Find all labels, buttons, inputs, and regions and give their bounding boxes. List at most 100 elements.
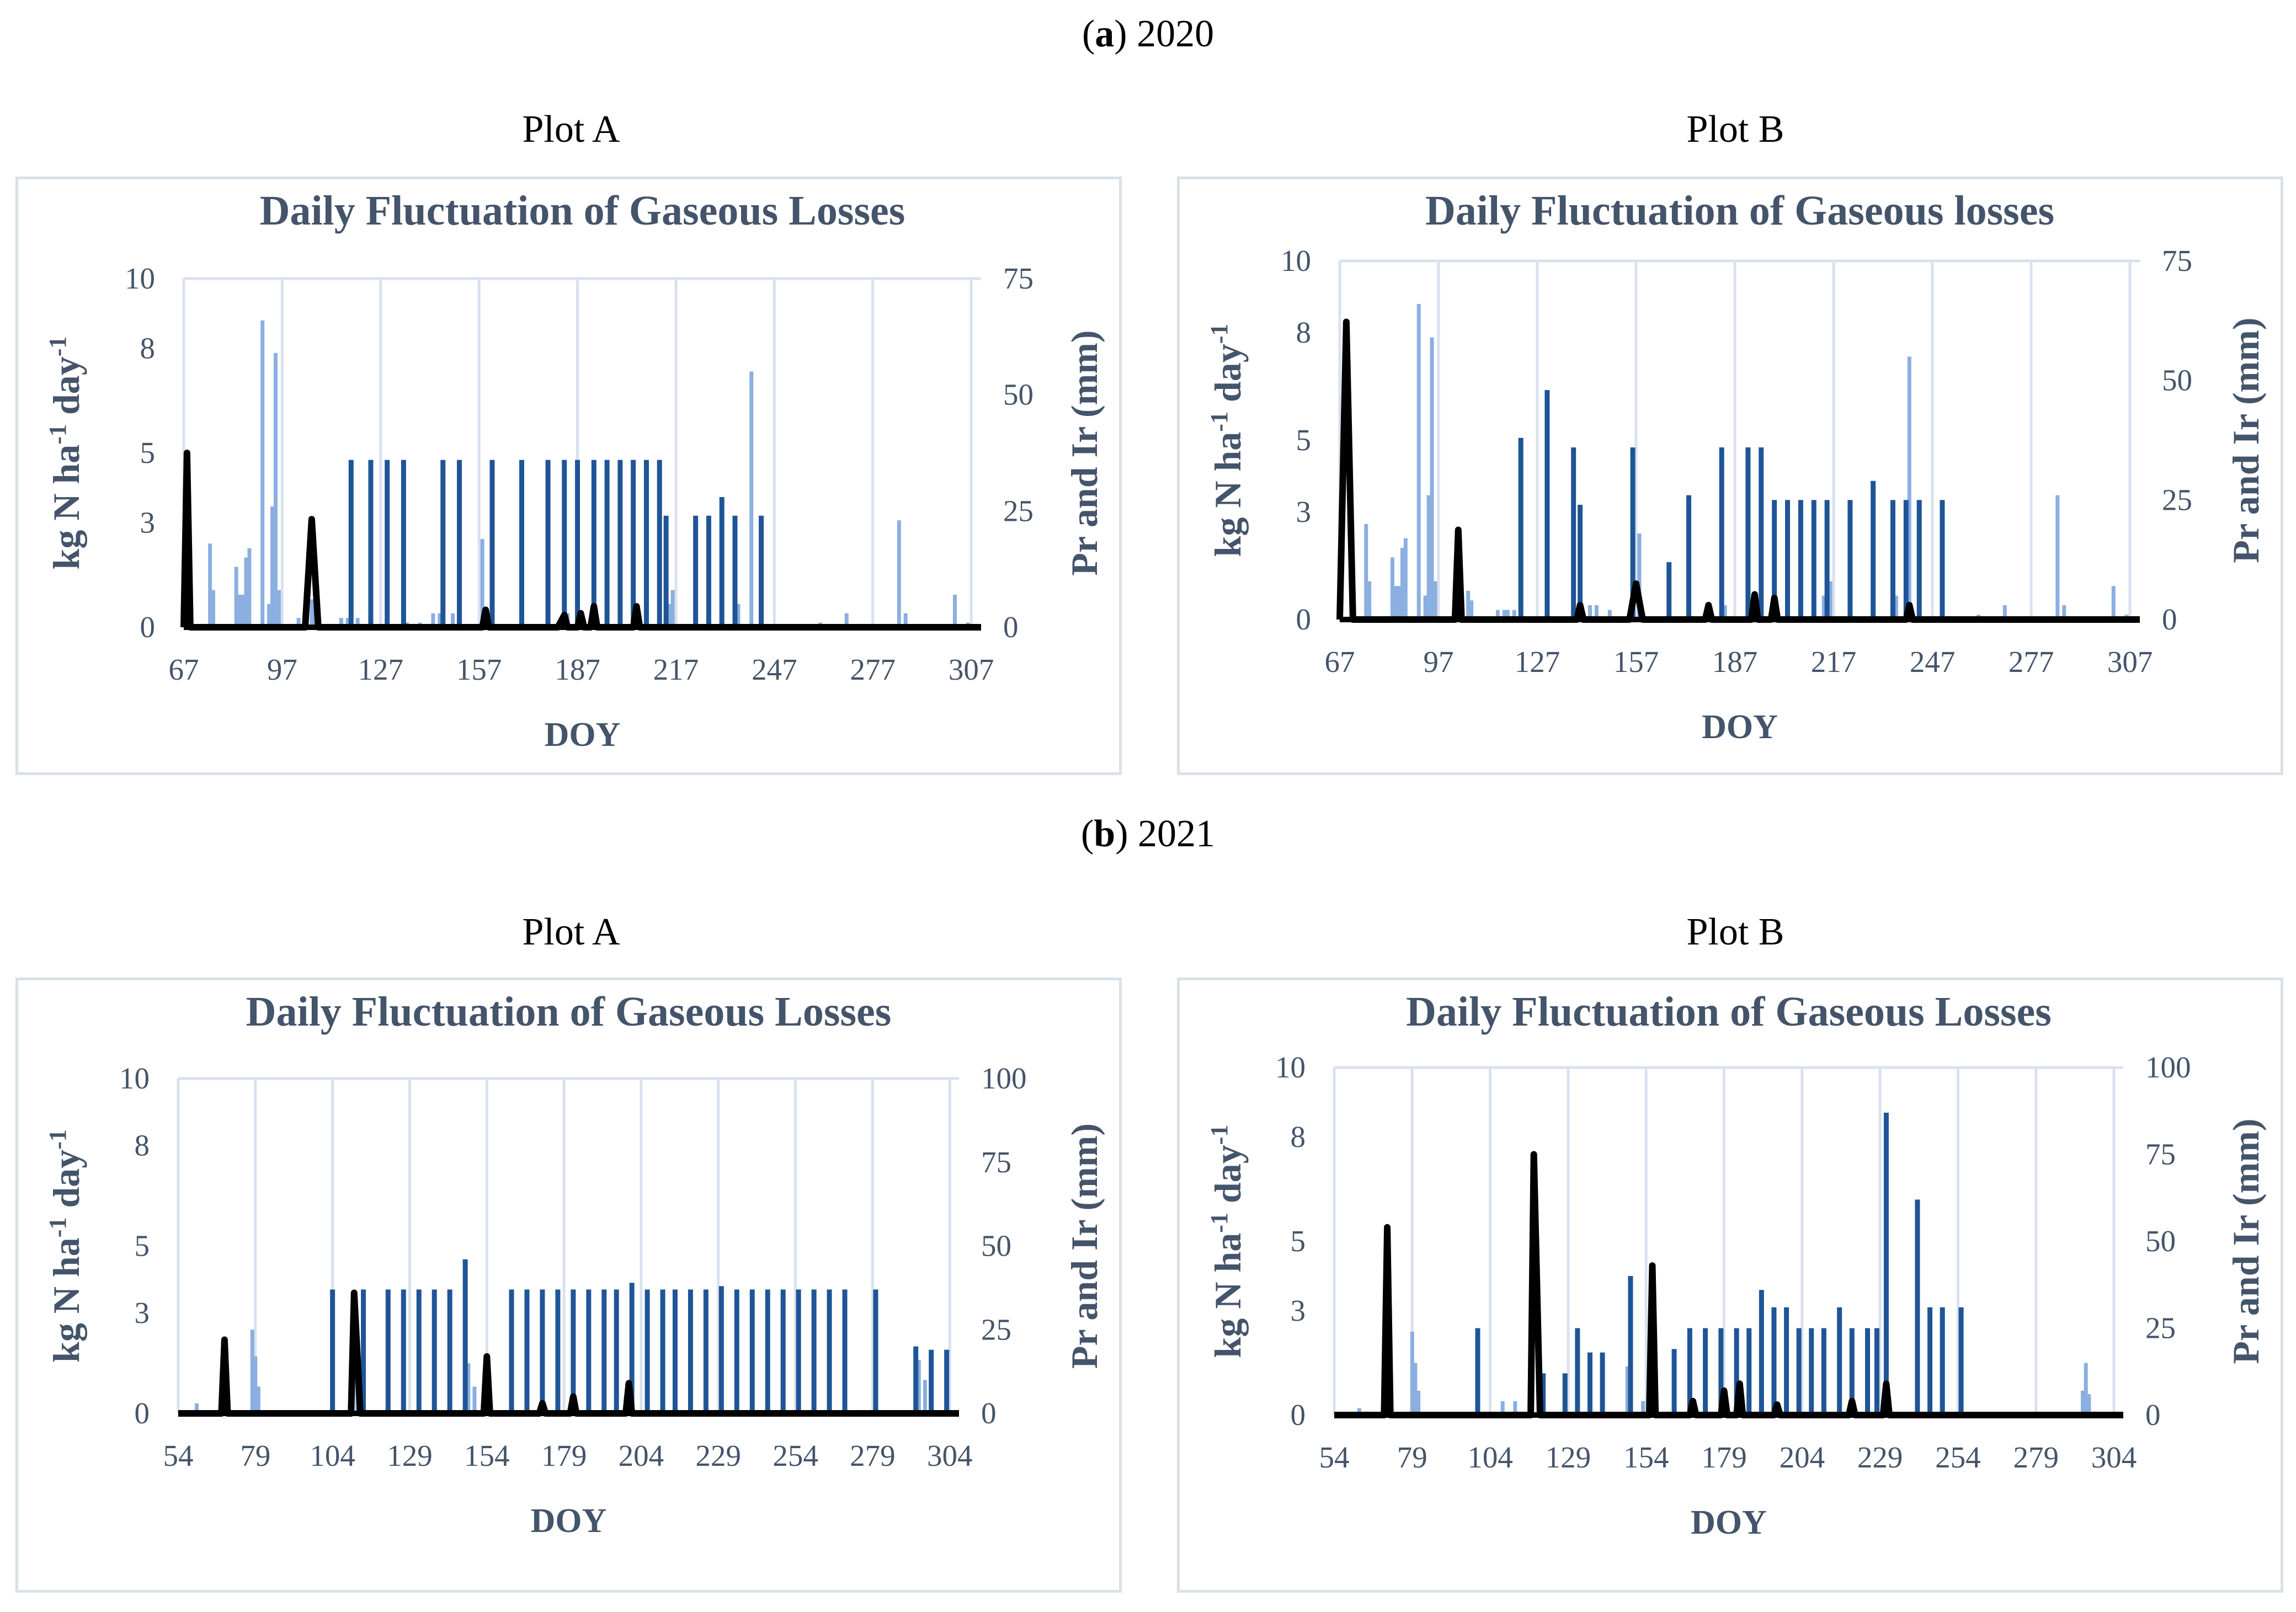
irrig-bar	[732, 515, 738, 627]
y-tick-label: 10	[1275, 1050, 1306, 1084]
irrig-bar	[601, 1289, 607, 1413]
precip-bar	[451, 613, 455, 627]
precip-bar	[1416, 304, 1421, 620]
irrig-bar	[1871, 481, 1876, 620]
x-tick-label: 179	[541, 1439, 587, 1472]
x-tick-label: 247	[752, 653, 797, 686]
precip-bar	[237, 595, 242, 627]
precip-bar	[749, 371, 754, 627]
precip-bar	[1637, 533, 1642, 620]
irrig-bar	[703, 1289, 708, 1413]
x-tick-label: 79	[240, 1439, 270, 1472]
x-tick-label: 79	[1397, 1440, 1427, 1474]
y2-tick-label: 0	[981, 1396, 997, 1430]
irrig-bar	[604, 460, 610, 627]
precip-bar	[1413, 1363, 1418, 1415]
irrig-bar	[1785, 500, 1791, 620]
irrig-bar	[1759, 447, 1764, 620]
precip-bar	[1430, 337, 1434, 620]
irrig-bar	[706, 515, 711, 627]
chart-title: Daily Fluctuation of Gaseous Losses	[1406, 989, 2052, 1035]
precip-bar	[1423, 595, 1427, 620]
x-tick-label: 229	[1857, 1440, 1903, 1474]
precip-bar	[897, 520, 901, 627]
precip-bar	[2084, 1363, 2088, 1415]
irrig-bar	[545, 460, 551, 627]
irrig-bar	[1518, 437, 1523, 620]
plot-label-a2: Plot B	[1686, 108, 1784, 151]
irrig-bar	[1687, 1328, 1692, 1415]
y-tick-label: 3	[1291, 1294, 1306, 1327]
irrig-bar	[540, 1289, 545, 1413]
irrig-bar	[591, 460, 596, 627]
precip-bar	[1397, 586, 1401, 620]
irrig-bar	[1798, 500, 1803, 620]
precip-bar	[260, 320, 265, 627]
x-tick-label: 97	[1424, 645, 1454, 679]
chart-title: Daily Fluctuation of Gaseous Losses	[246, 989, 892, 1035]
irrig-bar	[643, 460, 649, 627]
irrig-bar	[644, 1289, 650, 1413]
irrig-bar	[385, 1289, 391, 1413]
gaseous-loss-line	[180, 450, 981, 631]
irrig-bar	[1628, 1276, 1633, 1415]
irrig-bar	[401, 460, 406, 627]
y-tick-label: 5	[1296, 423, 1312, 457]
chart-frame-2021-plot-a: Daily Fluctuation of Gaseous Losses 0 3 5 8 1…	[15, 978, 1122, 1593]
precip-bar	[1393, 586, 1398, 620]
precip-bar	[276, 590, 281, 627]
y-tick-label: 3	[135, 1296, 150, 1330]
irrig-bar	[1475, 1328, 1480, 1415]
precip-bar	[241, 595, 245, 627]
precip-bar	[270, 506, 275, 627]
section-letter: b	[1094, 813, 1116, 855]
gaseous-loss-line	[1336, 318, 2140, 623]
y2-axis-label: Pr and Ir (mm)	[2225, 1118, 2267, 1364]
chart-2021-plot-a: Daily Fluctuation of Gaseous Losses 0 3 5 8 1…	[44, 989, 1106, 1540]
chart-title: Daily Fluctuation of Gaseous Losses	[260, 188, 905, 234]
y-tick-label: 5	[140, 436, 156, 469]
precip-bar	[670, 590, 675, 627]
precip-bar	[339, 618, 343, 627]
irrig-bar	[657, 460, 662, 627]
precip-bar	[1469, 600, 1474, 620]
irrig-bar	[1578, 505, 1583, 620]
chart-2020-plot-b: Daily Fluctuation of Gaseous losses 0 3 5 8 1…	[1206, 188, 2267, 746]
irrig-bar	[1745, 447, 1751, 620]
irrig-bar	[749, 1289, 755, 1413]
x-tick-label: 304	[927, 1439, 973, 1472]
irrig-bar	[571, 1289, 576, 1413]
x-tick-label: 54	[163, 1439, 194, 1472]
y-tick-label: 0	[1291, 1398, 1306, 1432]
precip-bar	[1426, 495, 1431, 620]
precip-bar	[917, 1359, 921, 1413]
x-tick-label: 187	[1712, 645, 1758, 679]
chart-2020-plot-a: Daily Fluctuation of Gaseous Losses 0 3 5 8 1…	[44, 188, 1106, 754]
irrig-bar	[1600, 1352, 1605, 1415]
irrig-bar	[1821, 1328, 1826, 1415]
irrig-bar	[1796, 1328, 1802, 1415]
x-tick-label: 157	[1613, 645, 1659, 679]
x-tick-label: 307	[949, 653, 994, 686]
x-tick-label: 104	[1467, 1440, 1513, 1474]
x-tick-label: 277	[2009, 645, 2054, 679]
precip-bar	[1828, 581, 1832, 620]
irrig-bar	[629, 1283, 635, 1413]
irrig-bar	[759, 515, 764, 627]
y2-tick-label: 0	[1003, 610, 1019, 644]
irrig-bar	[1544, 390, 1550, 620]
irrig-bar	[1811, 500, 1816, 620]
y2-tick-label: 50	[1003, 378, 1034, 412]
irrig-bar	[1847, 500, 1853, 620]
irrig-bar	[780, 1289, 786, 1413]
precip-bar	[2062, 605, 2066, 620]
y-tick-label: 8	[1296, 316, 1312, 349]
x-tick-label: 154	[1623, 1440, 1669, 1474]
irrig-bar	[1958, 1307, 1964, 1415]
irrig-bar	[1719, 447, 1724, 620]
precip-bar	[211, 590, 216, 627]
irrig-bar	[1671, 1349, 1677, 1415]
irrig-bar	[1630, 447, 1636, 620]
y2-tick-label: 75	[2162, 244, 2192, 277]
y-tick-label: 10	[125, 261, 155, 295]
